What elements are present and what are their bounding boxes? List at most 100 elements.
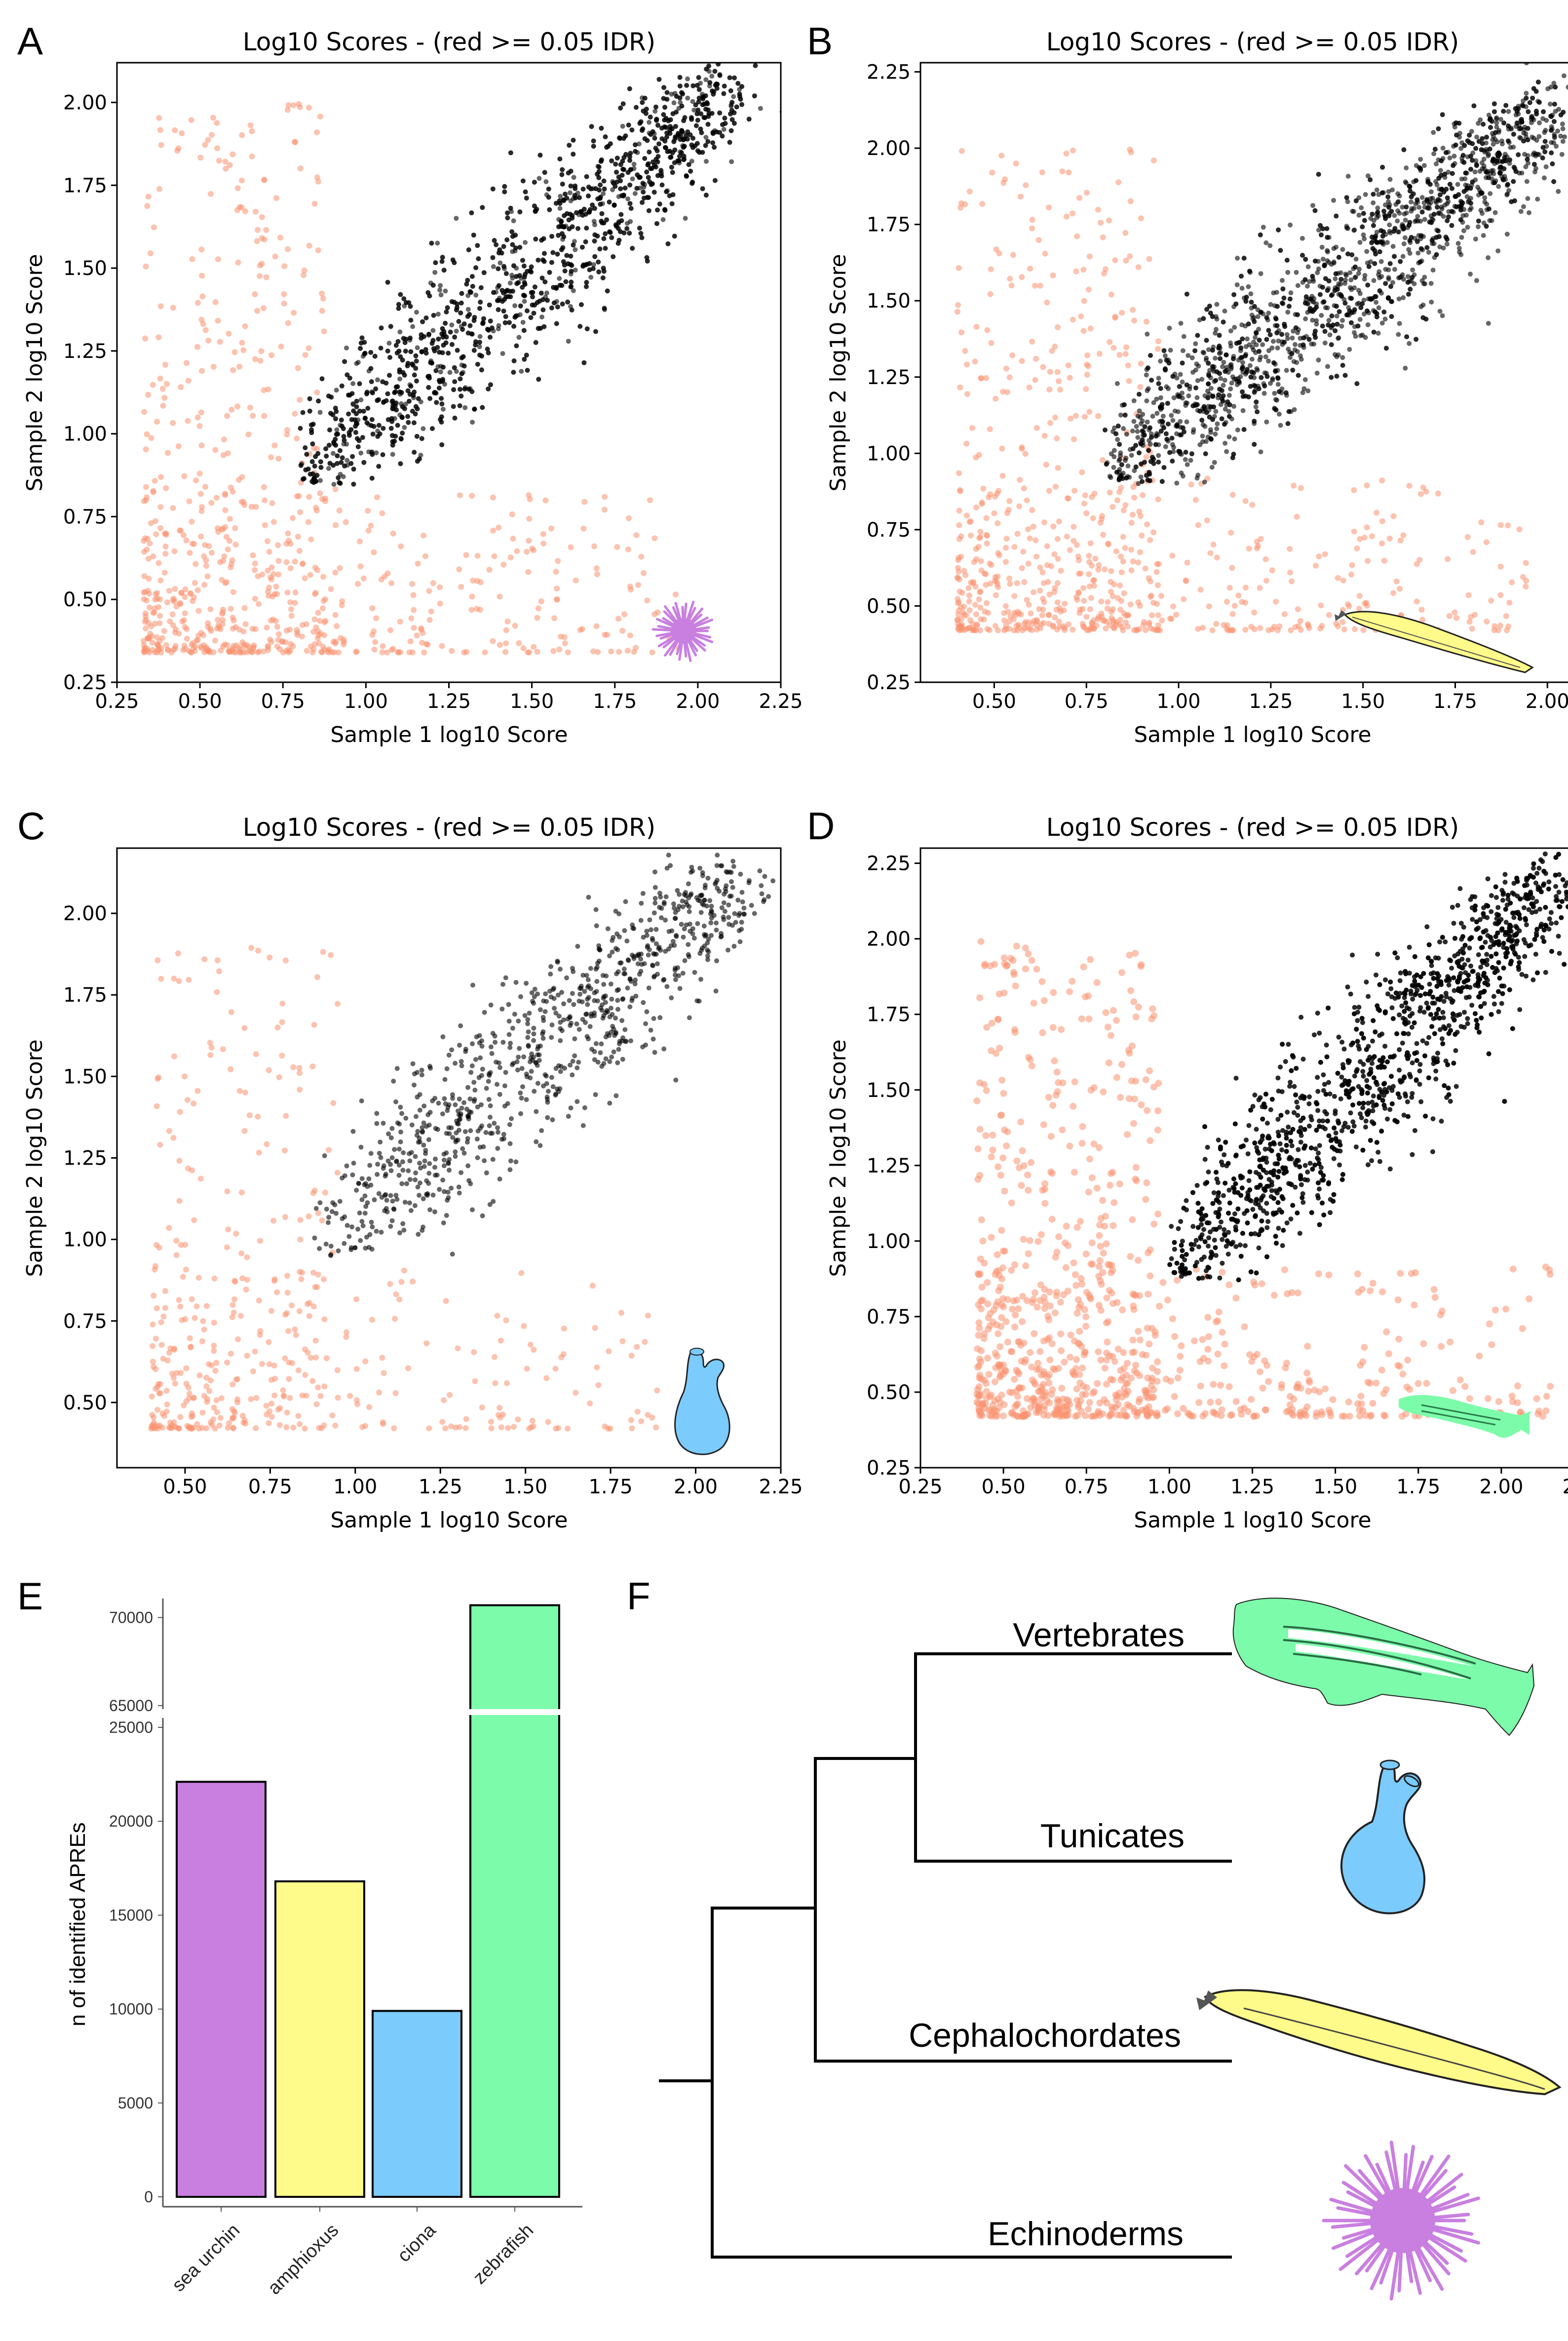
scatter-point xyxy=(0,593,3,599)
scatter-point xyxy=(0,639,3,645)
scatter-point xyxy=(0,581,3,587)
scatter-point xyxy=(0,572,3,578)
scatter-point xyxy=(661,85,666,90)
scatter-point xyxy=(0,559,3,565)
scatter-point xyxy=(165,647,171,653)
scatter-point xyxy=(0,540,3,546)
scatter-point xyxy=(211,649,217,655)
scatter-point xyxy=(739,102,744,107)
scatter-point xyxy=(521,645,527,651)
scatter-point xyxy=(0,561,3,567)
scatter-point xyxy=(0,593,3,599)
scatter-point xyxy=(1073,413,1079,419)
scatter-point xyxy=(650,181,655,186)
scatter-point xyxy=(0,525,3,531)
scatter-point xyxy=(0,630,3,636)
scatter-point xyxy=(314,390,320,395)
scatter-point xyxy=(0,581,3,586)
scatter-point xyxy=(540,541,546,546)
scatter-point xyxy=(596,270,601,274)
scatter-point xyxy=(0,542,3,547)
scatter-point xyxy=(0,420,3,426)
scatter-point xyxy=(0,580,3,586)
scatter-point xyxy=(0,598,3,604)
scatter-point xyxy=(0,629,3,635)
scatter-point xyxy=(0,623,3,629)
scatter-point xyxy=(491,187,496,192)
scatter-point xyxy=(0,610,3,616)
scatter-point xyxy=(0,439,3,445)
scatter-point xyxy=(0,558,3,564)
scatter-point xyxy=(0,447,3,453)
scatter-point xyxy=(0,483,3,489)
scatter-point xyxy=(0,507,3,512)
scatter-point xyxy=(632,162,637,167)
scatter-point xyxy=(0,525,3,531)
scatter-point xyxy=(0,498,3,504)
scatter-point xyxy=(727,140,732,145)
scatter-point xyxy=(0,640,3,646)
scatter-point xyxy=(661,217,666,222)
scatter-point xyxy=(316,640,322,646)
scatter-point xyxy=(0,494,3,500)
scatter-point xyxy=(0,619,3,624)
scatter-point xyxy=(0,528,3,534)
scatter-point xyxy=(0,575,3,581)
scatter-point xyxy=(642,195,647,200)
scatter-point xyxy=(0,612,3,618)
scatter-point xyxy=(0,633,3,639)
scatter-point xyxy=(253,209,259,215)
scatter-point xyxy=(0,619,3,624)
scatter-point xyxy=(0,471,3,477)
scatter-point xyxy=(0,643,3,649)
scatter-point xyxy=(0,474,3,480)
scatter-point xyxy=(0,504,3,509)
scatter-point xyxy=(0,596,3,602)
scatter-point xyxy=(415,345,420,350)
scatter-point xyxy=(303,445,307,450)
scatter-point xyxy=(396,302,401,307)
scatter-point xyxy=(0,615,3,621)
scatter-point xyxy=(331,451,336,456)
scatter-point xyxy=(0,626,3,632)
scatter-point xyxy=(0,648,3,654)
scatter-point xyxy=(565,211,570,216)
scatter-point xyxy=(373,354,378,359)
scatter-point xyxy=(0,617,3,623)
scatter-point xyxy=(0,450,3,456)
scatter-point xyxy=(0,537,3,543)
scatter-point xyxy=(0,428,3,433)
scatter-point xyxy=(285,107,291,113)
scatter-point xyxy=(0,498,3,504)
scatter-point xyxy=(459,301,464,306)
scatter-point xyxy=(340,455,345,460)
scatter-point xyxy=(230,626,236,632)
scatter-point xyxy=(0,444,3,450)
scatter-point xyxy=(0,477,3,483)
scatter-point xyxy=(0,497,3,503)
scatter-point xyxy=(0,519,3,525)
scatter-point xyxy=(0,447,3,453)
scatter-point xyxy=(732,57,737,62)
scatter-point xyxy=(0,546,3,552)
scatter-point xyxy=(0,648,3,654)
scatter-point xyxy=(265,538,270,544)
scatter-point xyxy=(0,649,3,655)
scatter-point xyxy=(437,287,442,292)
scatter-point xyxy=(0,453,3,459)
scatter-point xyxy=(198,410,204,416)
scatter-point xyxy=(0,635,3,641)
scatter-point xyxy=(617,136,622,141)
scatter-point xyxy=(0,563,3,569)
scatter-point xyxy=(247,405,253,411)
scatter-point xyxy=(0,443,3,449)
scatter-point xyxy=(0,545,3,550)
scatter-point xyxy=(432,270,437,275)
scatter-point xyxy=(0,646,3,652)
scatter-point xyxy=(0,595,3,601)
scatter-point xyxy=(0,641,3,647)
scatter-point xyxy=(0,606,3,612)
scatter-point xyxy=(0,464,3,469)
scatter-point xyxy=(0,507,3,513)
scatter-point xyxy=(458,387,462,392)
